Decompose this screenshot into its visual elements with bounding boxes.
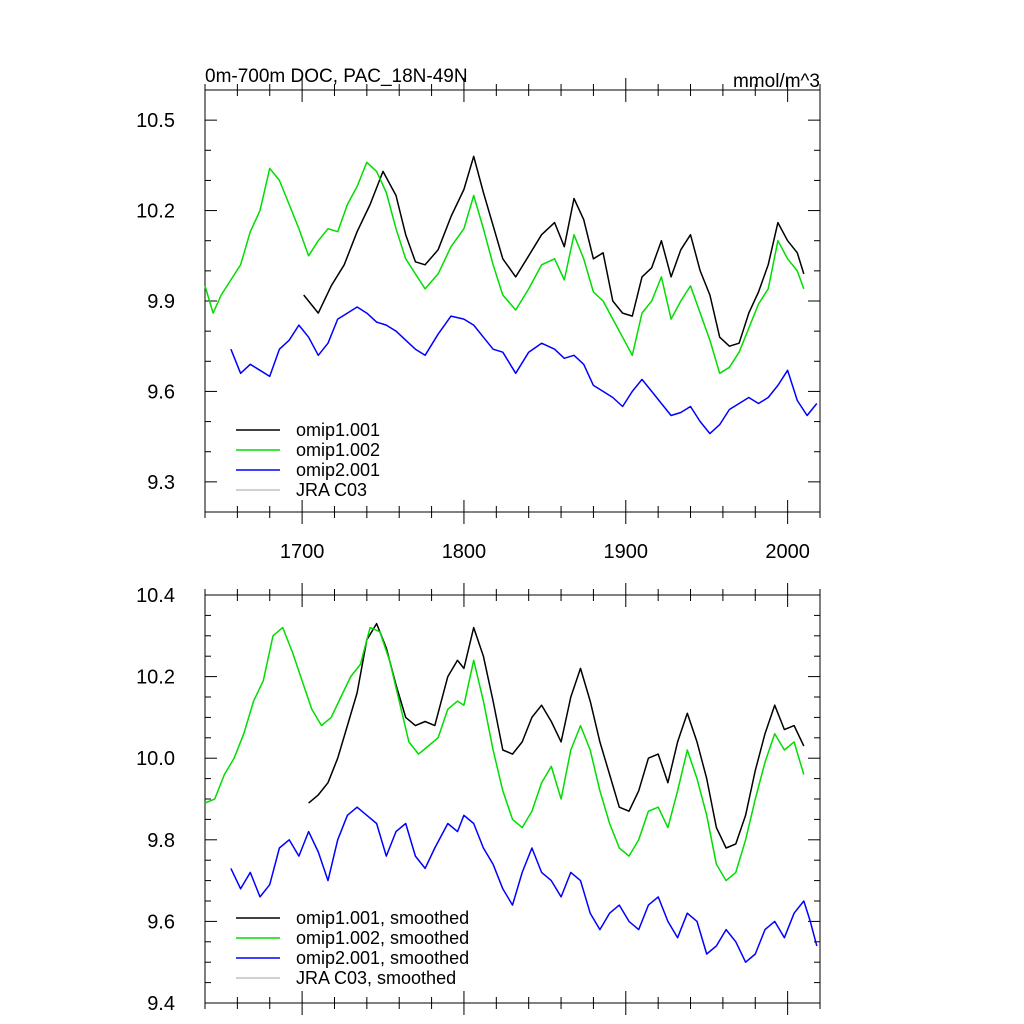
top-xtick-label: 1800	[442, 541, 487, 563]
top-series-lines	[204, 155, 818, 435]
top-ytick-label: 9.9	[147, 291, 175, 313]
top-legend-label: JRA C03	[296, 480, 367, 500]
bottom-ytick-label: 9.4	[147, 993, 175, 1015]
top-ytick-label: 10.2	[136, 201, 175, 223]
top-legend-label: omip2.001	[296, 460, 380, 480]
bottom-series-line	[230, 806, 818, 963]
bottom-ticks: 9.4 9.6 9.8 10.0 10.2 10.4	[136, 583, 821, 1015]
top-xtick-label: 1900	[604, 541, 649, 563]
bottom-series-line	[308, 622, 805, 849]
bottom-ytick-label: 10.4	[136, 585, 175, 607]
top-ytick-label: 9.3	[147, 472, 175, 494]
bottom-ytick-label: 9.6	[147, 911, 175, 933]
bottom-panel: 9.4 9.6 9.8 10.0 10.2 10.4 omip1.001, smoothe…	[136, 583, 821, 1015]
top-panel: 9.3 9.6 9.9 10.2 10.5 1700 1800 1900 2000 omip1.…	[136, 66, 821, 563]
top-ytick-label: 10.5	[136, 110, 175, 132]
top-legend-label: omip1.002	[296, 440, 380, 460]
bottom-ytick-label: 10.2	[136, 667, 175, 689]
bottom-legend-label: omip1.002, smoothed	[296, 928, 469, 948]
bottom-series-lines	[204, 622, 818, 963]
bottom-ytick-label: 10.0	[136, 748, 175, 770]
top-series-line	[204, 161, 805, 375]
top-chart-units: mmol/m^3	[733, 71, 820, 92]
top-series-line	[303, 155, 805, 347]
top-xtick-label: 1700	[280, 541, 325, 563]
top-xtick-label: 2000	[765, 541, 810, 563]
top-series-line	[230, 306, 818, 435]
bottom-legend-label: omip2.001, smoothed	[296, 948, 469, 968]
bottom-legend-label: JRA C03, smoothed	[296, 968, 456, 988]
bottom-legend-label: omip1.001, smoothed	[296, 908, 469, 928]
top-ytick-label: 9.6	[147, 381, 175, 403]
bottom-ytick-label: 9.8	[147, 830, 175, 852]
top-chart-title: 0m-700m DOC, PAC_18N-49N	[205, 66, 468, 87]
top-legend-label: omip1.001	[296, 420, 380, 440]
bottom-series-line	[204, 626, 805, 882]
top-ticks: 9.3 9.6 9.9 10.2 10.5 1700 1800 1900 2000	[136, 78, 821, 563]
